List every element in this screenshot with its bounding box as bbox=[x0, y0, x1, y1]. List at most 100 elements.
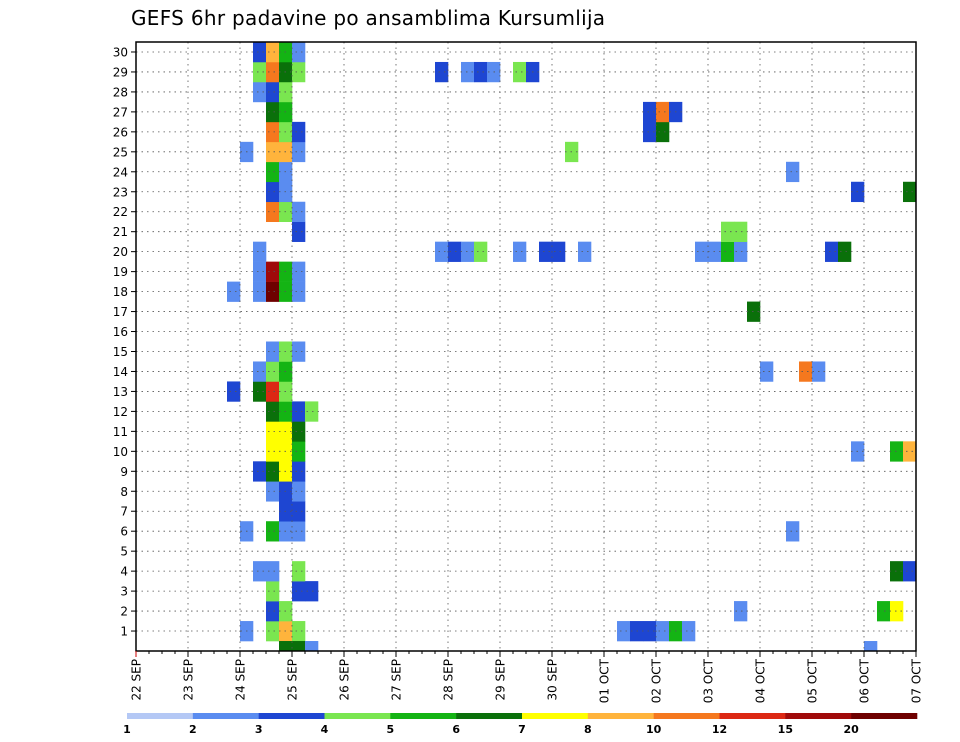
heatmap-cell bbox=[292, 581, 306, 602]
heatmap-cell bbox=[266, 601, 280, 622]
colorbar-segment bbox=[653, 713, 720, 719]
heatmap-cell bbox=[474, 61, 488, 83]
heatmap-cell bbox=[266, 101, 280, 123]
heatmap-cell bbox=[292, 501, 306, 522]
heatmap-cell bbox=[903, 561, 917, 582]
heatmap-cell bbox=[721, 221, 735, 242]
heatmap-cell bbox=[266, 121, 280, 143]
heatmap-cell bbox=[266, 341, 280, 362]
heatmap-cell bbox=[253, 281, 267, 302]
heatmap-cell bbox=[253, 361, 267, 382]
colorbar-label: 12 bbox=[712, 723, 727, 736]
y-tick-label: 18 bbox=[113, 285, 128, 299]
heatmap-cell bbox=[253, 561, 267, 582]
y-tick-label: 11 bbox=[113, 425, 128, 439]
colorbar-label: 10 bbox=[646, 723, 662, 736]
heatmap-cell bbox=[617, 621, 631, 642]
heatmap-cell bbox=[292, 461, 306, 482]
heatmap-cell bbox=[253, 61, 267, 83]
heatmap-cell bbox=[682, 621, 696, 642]
heatmap-cell bbox=[266, 581, 280, 602]
heatmap-cell bbox=[552, 241, 566, 262]
colorbar-label: 1 bbox=[123, 723, 131, 736]
y-tick-label: 21 bbox=[113, 225, 128, 239]
heatmap-cell bbox=[292, 621, 306, 642]
colorbar-label: 2 bbox=[189, 723, 197, 736]
colorbar-segment bbox=[192, 713, 259, 719]
y-tick-label: 4 bbox=[120, 565, 128, 579]
heatmap-cell bbox=[253, 241, 267, 262]
colorbar-segment bbox=[456, 713, 523, 719]
heatmap-cell bbox=[539, 241, 553, 262]
heatmap-cell bbox=[266, 261, 280, 282]
y-tick-label: 27 bbox=[113, 105, 128, 119]
heatmap-cell bbox=[474, 241, 488, 262]
colorbar-segment bbox=[785, 713, 852, 719]
heatmap-cell bbox=[292, 641, 306, 651]
heatmap-cell bbox=[266, 481, 280, 502]
heatmap-cell bbox=[747, 301, 761, 322]
heatmap-cell bbox=[903, 441, 917, 462]
heatmap-cell bbox=[721, 241, 735, 262]
heatmap-cell bbox=[253, 42, 267, 63]
heatmap-cell bbox=[292, 201, 306, 223]
colorbar-segment bbox=[719, 713, 786, 719]
heatmap-cell bbox=[448, 241, 462, 262]
heatmap-cell bbox=[513, 241, 527, 262]
heatmap-cell bbox=[695, 241, 709, 262]
heatmap-cell bbox=[253, 461, 267, 482]
heatmap-cell bbox=[266, 461, 280, 482]
heatmap-cell bbox=[890, 441, 904, 462]
colorbar-label: 3 bbox=[255, 723, 263, 736]
y-tick-label: 7 bbox=[120, 505, 128, 519]
heatmap-cell bbox=[227, 381, 241, 402]
x-tick-label: 07 OCT bbox=[910, 658, 924, 703]
colorbar-segment bbox=[127, 713, 194, 719]
colorbar-segment bbox=[324, 713, 391, 719]
colorbar-segment bbox=[851, 713, 918, 719]
y-tick-label: 12 bbox=[113, 405, 128, 419]
colorbar: 1 2 3 4 5 6 7 8 10 12 15 20 bbox=[123, 713, 918, 736]
y-tick-label: 6 bbox=[120, 525, 128, 539]
y-tick-label: 2 bbox=[120, 605, 128, 619]
heatmap-cell bbox=[760, 361, 774, 382]
x-tick-label: 26 SEP bbox=[338, 659, 352, 701]
heatmap-cell bbox=[266, 621, 280, 642]
heatmap-cell bbox=[266, 361, 280, 382]
heatmap-cell bbox=[292, 341, 306, 362]
below-axis-cells bbox=[279, 641, 878, 651]
x-tick-label: 27 SEP bbox=[390, 659, 404, 701]
heatmap-cell bbox=[292, 441, 306, 462]
heatmap-cell bbox=[266, 401, 280, 422]
x-axis: 22 SEP 23 SEP 24 SEP 25 SEP 26 SEP 27 SEP 28 S… bbox=[130, 651, 924, 703]
heatmap-cell bbox=[266, 201, 280, 223]
heatmap-cell bbox=[266, 61, 280, 83]
colorbar-segment bbox=[587, 713, 654, 719]
y-tick-label: 16 bbox=[113, 325, 128, 339]
y-tick-label: 3 bbox=[120, 585, 128, 599]
heatmap-cell bbox=[734, 221, 748, 242]
y-tick-label: 19 bbox=[113, 265, 128, 279]
heatmap-cell bbox=[266, 181, 280, 203]
heatmap-cell bbox=[305, 401, 319, 422]
heatmap-cell bbox=[227, 281, 241, 302]
heatmap-cell bbox=[838, 241, 852, 262]
heatmap-cell bbox=[643, 121, 657, 143]
heatmap-cell bbox=[292, 401, 306, 422]
heatmap-cell bbox=[266, 141, 280, 163]
y-tick-label: 30 bbox=[113, 45, 128, 59]
heatmap-cell bbox=[799, 361, 813, 382]
y-tick-label: 5 bbox=[120, 545, 128, 559]
y-tick-label: 9 bbox=[120, 465, 128, 479]
heatmap-cell bbox=[292, 42, 306, 63]
heatmap-cell bbox=[864, 641, 878, 651]
heatmap-cell bbox=[292, 61, 306, 83]
x-tick-label: 04 OCT bbox=[754, 658, 768, 703]
heatmap-cell bbox=[461, 241, 475, 262]
colorbar-label: 20 bbox=[844, 723, 860, 736]
heatmap-cell bbox=[903, 181, 917, 203]
y-tick-label: 15 bbox=[113, 345, 128, 359]
x-tick-label: 23 SEP bbox=[182, 659, 196, 701]
x-tick-label: 22 SEP bbox=[130, 659, 144, 701]
y-tick-label: 28 bbox=[113, 85, 128, 99]
